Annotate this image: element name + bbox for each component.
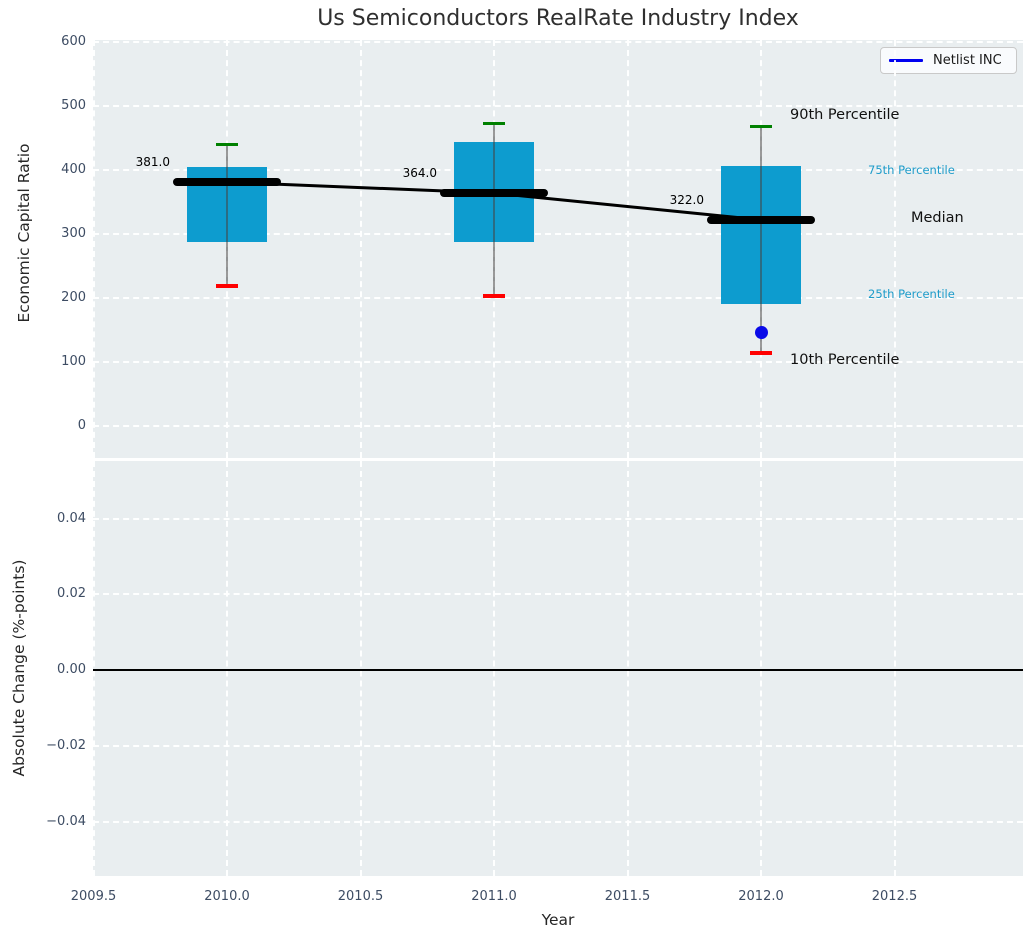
y-tick-label: 0.02	[57, 586, 86, 602]
grid-line-horizontal	[93, 105, 1023, 107]
y-tick-label: 0.00	[57, 662, 86, 677]
grid-line-horizontal	[93, 744, 1023, 747]
x-tick-label: 2011.0	[471, 889, 517, 904]
cap-10th-percentile	[750, 351, 772, 356]
grid-line-horizontal	[93, 593, 1023, 596]
y-tick-label: 200	[61, 290, 86, 305]
x-tick-label: 2012.0	[738, 889, 784, 904]
annotation-p90: 90th Percentile	[790, 107, 900, 123]
whisker-line	[493, 123, 495, 297]
grid-line-vertical	[626, 40, 629, 458]
y-axis-label-bottom: Absolute Change (%-points)	[10, 559, 28, 777]
zero-line	[93, 669, 1023, 671]
grid-line-horizontal	[93, 517, 1023, 520]
annotation-p10: 10th Percentile	[790, 352, 900, 368]
annotation-p75: 75th Percentile	[868, 163, 955, 177]
top-panel-plot-area	[93, 40, 1023, 458]
annotation-p25: 25th Percentile	[868, 287, 955, 301]
median-bar	[707, 215, 815, 224]
y-tick-label: 0	[77, 418, 86, 433]
grid-line-horizontal	[93, 361, 1023, 363]
y-tick-label: 500	[61, 98, 86, 113]
netlist-data-point	[754, 326, 768, 340]
chart-title: Us Semiconductors RealRate Industry Inde…	[317, 6, 799, 31]
y-tick-label: −0.04	[46, 813, 86, 829]
x-axis-label: Year	[541, 911, 575, 929]
median-value-label: 364.0	[402, 166, 437, 181]
median-bar	[173, 178, 281, 187]
y-tick-label: −0.02	[46, 737, 86, 753]
median-value-label: 381.0	[135, 155, 170, 170]
cap-90th-percentile	[483, 122, 505, 126]
grid-line-vertical	[226, 461, 228, 876]
cap-90th-percentile	[216, 142, 238, 146]
x-tick-label: 2011.5	[604, 889, 651, 904]
y-axis-label-top: Economic Capital Ratio	[15, 143, 33, 323]
y-tick-label: 600	[61, 34, 86, 49]
x-tick-label: 2010.5	[337, 889, 384, 904]
grid-line-vertical	[493, 461, 495, 876]
legend-line-sample	[889, 59, 923, 62]
annotation-median: Median	[911, 210, 964, 226]
grid-line-horizontal	[93, 425, 1023, 427]
grid-line-vertical	[893, 40, 896, 458]
legend: Netlist INC	[880, 47, 1017, 74]
y-tick-label: 0.04	[57, 510, 86, 526]
y-tick-label: 300	[61, 226, 86, 241]
grid-line-horizontal	[93, 297, 1023, 299]
grid-line-horizontal	[93, 820, 1023, 823]
whisker-line	[760, 126, 762, 354]
grid-line-vertical	[893, 461, 896, 876]
grid-line-vertical	[626, 461, 629, 876]
cap-10th-percentile	[483, 294, 505, 299]
median-value-label: 322.0	[669, 192, 704, 207]
median-bar	[440, 189, 548, 198]
grid-line-vertical	[92, 461, 95, 876]
x-tick-label: 2010.0	[204, 889, 250, 904]
whisker-line	[226, 144, 228, 286]
cap-10th-percentile	[216, 283, 238, 288]
cap-90th-percentile	[750, 124, 772, 128]
y-tick-label: 100	[61, 354, 86, 369]
legend-entry-label: Netlist INC	[933, 53, 1002, 68]
x-tick-label: 2009.5	[70, 889, 117, 904]
x-tick-label: 2012.5	[871, 889, 918, 904]
grid-line-vertical	[92, 40, 95, 458]
grid-line-vertical	[359, 461, 362, 876]
grid-line-vertical	[760, 461, 762, 876]
grid-line-vertical	[359, 40, 362, 458]
grid-line-horizontal	[93, 169, 1023, 171]
bottom-panel-plot-area	[93, 461, 1023, 876]
grid-line-horizontal	[93, 41, 1023, 43]
y-tick-label: 400	[61, 162, 86, 177]
grid-line-horizontal	[93, 233, 1023, 235]
